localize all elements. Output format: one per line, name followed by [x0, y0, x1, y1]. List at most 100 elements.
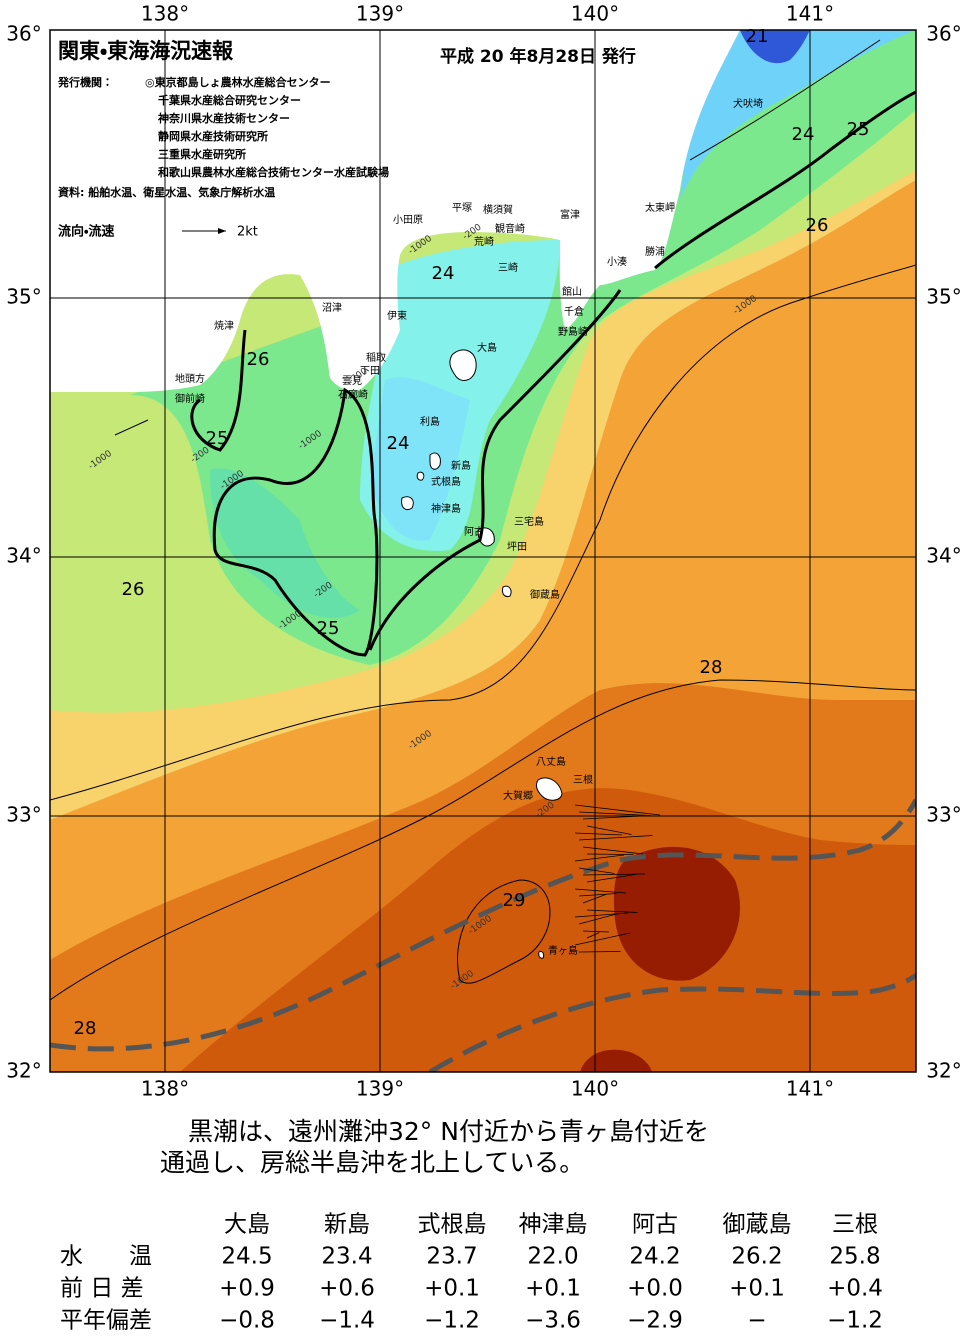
table-cell: 23.4 [321, 1244, 372, 1270]
table-cell: 23.7 [426, 1244, 477, 1270]
sources: 資料: 船舶水温、衛星水温、気象庁解析水温 [58, 185, 275, 199]
isotherm-label: 25 [847, 119, 870, 140]
island-niijima [429, 452, 441, 470]
island-oshima [449, 349, 477, 381]
kuroshio-line [50, 798, 916, 1052]
isotherm-line [368, 289, 622, 651]
isotherm-label: 24 [387, 433, 410, 454]
current-legend-scale: 2kt [237, 225, 258, 240]
agency: 千葉県水産総合研究センター [158, 93, 301, 107]
place-name: 千倉 [564, 306, 584, 318]
isotherm-label: 21 [746, 26, 769, 47]
map-frame [49, 29, 917, 1073]
place-name: 利島 [420, 415, 440, 428]
table-cell: +0.4 [827, 1276, 883, 1302]
sea-darkred [613, 846, 740, 981]
current-vector [574, 912, 629, 918]
agency: 和歌山県農林水産総合技術センター水産試験場 [158, 165, 389, 179]
isotherm-line [50, 679, 916, 1001]
lat-label-right: 34° [926, 544, 961, 568]
place-name: 新島 [451, 459, 471, 472]
place-name: 観音崎 [495, 222, 525, 235]
isotherm-label: 24 [432, 263, 455, 284]
place-name: 御前崎 [175, 392, 205, 405]
current-vector [574, 888, 627, 894]
place-name: 稲取 [366, 352, 386, 364]
table-cell: −2.9 [627, 1308, 683, 1334]
lat-label-left: 32° [6, 1059, 41, 1083]
table-header: 神津島 [519, 1212, 588, 1238]
current-vector [582, 846, 644, 855]
place-name: 三宅島 [514, 515, 544, 528]
current-vector [586, 825, 632, 835]
lat-label-right: 35° [926, 285, 961, 309]
lon-label-bottom: 140° [571, 1077, 619, 1101]
table-cell: +0.6 [319, 1276, 375, 1302]
island-mikurajima [502, 585, 512, 597]
table-cell: +0.0 [627, 1276, 683, 1302]
island-hachijojima [535, 777, 563, 801]
table-cell: −3.6 [525, 1308, 581, 1334]
place-name: 坪田 [507, 540, 527, 553]
current-vector [586, 853, 634, 855]
table-cell: 24.5 [221, 1244, 272, 1270]
current-vector [586, 932, 600, 939]
place-name: 焼津 [214, 320, 234, 332]
current-vector [578, 811, 651, 816]
lat-label-left: 36° [6, 22, 41, 46]
table-cell: −1.4 [319, 1308, 375, 1334]
table-header: 新島 [324, 1212, 370, 1238]
lat-label-right: 33° [926, 803, 961, 827]
place-name: 石廊崎 [338, 388, 368, 401]
current-vector [582, 873, 646, 876]
isotherm-label: 28 [700, 657, 723, 678]
current-vector [574, 932, 631, 946]
agency: 三重県水産研究所 [158, 147, 246, 161]
place-name: 富津 [560, 208, 580, 221]
place-name: 八丈島 [536, 755, 566, 768]
isotherm-label: 26 [806, 215, 829, 236]
current-arrows [574, 804, 661, 953]
table-header: 大島 [224, 1212, 270, 1238]
current-vector [574, 854, 625, 862]
isotherm-line [654, 90, 916, 270]
place-name: 沼津 [322, 301, 342, 314]
place-name: 三崎 [498, 261, 518, 274]
table-cell: 26.2 [731, 1244, 782, 1270]
place-name: 式根島 [431, 475, 461, 488]
sea-blue [740, 30, 810, 64]
place-name: 太東岬 [645, 201, 675, 214]
issue-date: 平成 20 年8月28日 発行 [440, 46, 636, 67]
lon-label-top: 141° [786, 2, 834, 26]
current-vector [578, 913, 619, 925]
place-name: 野島崎 [558, 325, 588, 338]
agencies-label: 発行機関： [57, 75, 113, 89]
table-cell: −1.2 [424, 1308, 480, 1334]
current-vector [578, 893, 617, 897]
current-arrow [114, 419, 149, 436]
agency: ◎東京都島しょ農林水産総合センター [145, 75, 331, 89]
isotherm-label: 25 [317, 618, 340, 639]
lat-label-right: 32° [926, 1059, 961, 1083]
isotherm-label: 26 [122, 579, 145, 600]
place-name: 小田原 [393, 214, 423, 226]
island-shikinejima [416, 471, 425, 481]
isotherm-label: 25 [206, 428, 229, 449]
agency: 静岡県水産技術研究所 [158, 129, 268, 143]
place-name: 犬吠埼 [733, 97, 763, 110]
current-legend-arrowhead [218, 228, 226, 234]
current-vector [578, 867, 615, 874]
table-cell: −1.2 [827, 1308, 883, 1334]
sea-lightblue-izu [370, 377, 470, 541]
land [50, 30, 740, 392]
table-header: 三根 [832, 1212, 878, 1238]
map-area [50, 30, 916, 1072]
table-row-label: 前 日 差 [60, 1276, 144, 1302]
isotherm-label: 29 [503, 890, 526, 911]
isotherm-25 [190, 90, 916, 657]
table-row-label: 水 温 [60, 1244, 152, 1270]
island-aogashima [538, 951, 545, 959]
place-name: 荒崎 [474, 235, 494, 248]
current-vector [574, 804, 661, 816]
table-cell: +0.1 [729, 1276, 785, 1302]
